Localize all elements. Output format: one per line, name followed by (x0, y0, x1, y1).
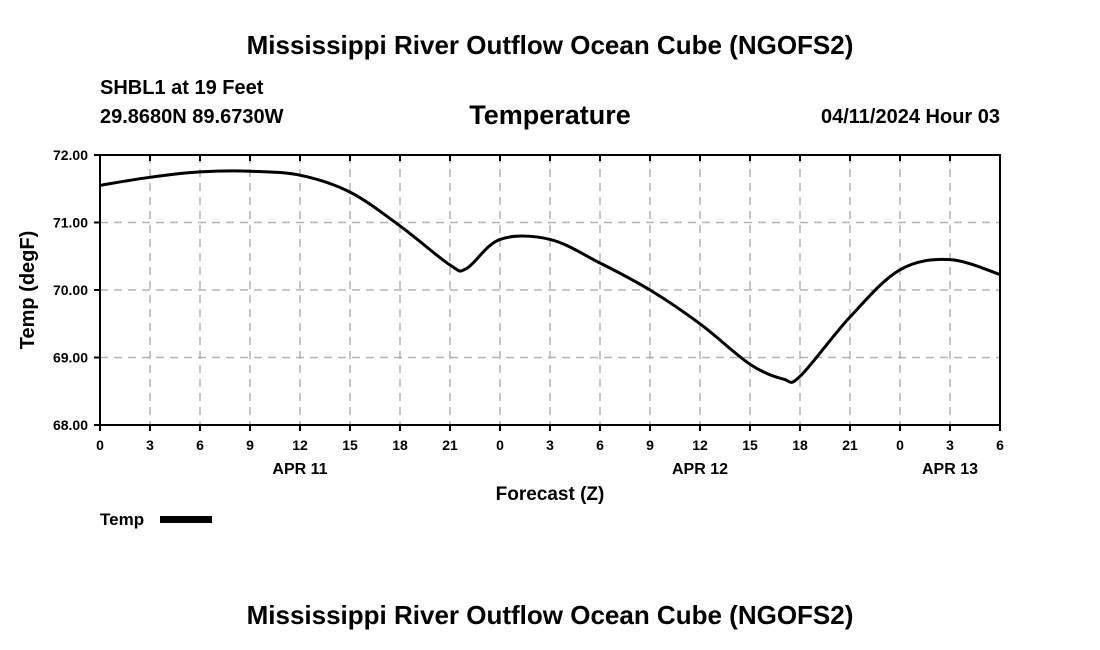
y-tick-label: 72.00 (53, 147, 88, 163)
x-tick-label: 0 (96, 437, 104, 453)
x-tick-label: 9 (246, 437, 254, 453)
grid (100, 155, 1000, 425)
x-tick-label: 9 (646, 437, 654, 453)
date-label: APR 12 (672, 461, 728, 478)
x-tick-label: 21 (442, 437, 458, 453)
x-tick-label: 6 (596, 437, 604, 453)
y-tick-label: 71.00 (53, 215, 88, 231)
x-tick-label: 0 (496, 437, 504, 453)
date-label: APR 11 (272, 461, 327, 478)
legend-swatch (160, 516, 212, 523)
station-label: SHBL1 at 19 Feet (100, 77, 264, 99)
x-tick-label: 12 (692, 437, 708, 453)
page-title-bottom: Mississippi River Outflow Ocean Cube (NG… (246, 600, 854, 630)
x-tick-label: 6 (196, 437, 204, 453)
x-tick-label: 18 (792, 437, 808, 453)
axis-ticks: 68.00 69.00 70.00 71.00 72.00 0 3 6 9 12 15 18 21 0 3 6… (53, 147, 1004, 478)
x-tick-label: 15 (742, 437, 758, 453)
page-title-top: Mississippi River Outflow Ocean Cube (NG… (246, 30, 854, 60)
x-tick-label: 6 (996, 437, 1004, 453)
temp-series-line (99, 169, 1001, 384)
legend-label: Temp (100, 510, 144, 529)
x-tick-label: 12 (292, 437, 308, 453)
x-axis-label: Forecast (Z) (496, 484, 605, 505)
y-axis-label: Temp (degF) (17, 231, 39, 350)
x-tick-label: 21 (842, 437, 858, 453)
series-layer (99, 169, 1001, 384)
y-tick-label: 69.00 (53, 350, 88, 366)
x-tick-label: 3 (946, 437, 954, 453)
x-tick-label: 0 (896, 437, 904, 453)
x-tick-label: 18 (392, 437, 408, 453)
y-tick-label: 68.00 (53, 417, 88, 433)
temperature-chart: 68.00 69.00 70.00 71.00 72.00 0 3 6 9 12 15 18 21 0 3 6… (17, 147, 1004, 529)
chart-title: Temperature (469, 100, 631, 130)
x-tick-label: 3 (546, 437, 554, 453)
x-tick-label: 3 (146, 437, 154, 453)
forecast-datetime: 04/11/2024 Hour 03 (820, 106, 1000, 128)
date-label: APR 13 (922, 461, 978, 478)
x-tick-label: 15 (342, 437, 358, 453)
coordinates-label: 29.8680N 89.6730W (100, 106, 284, 128)
y-tick-label: 70.00 (53, 282, 88, 298)
